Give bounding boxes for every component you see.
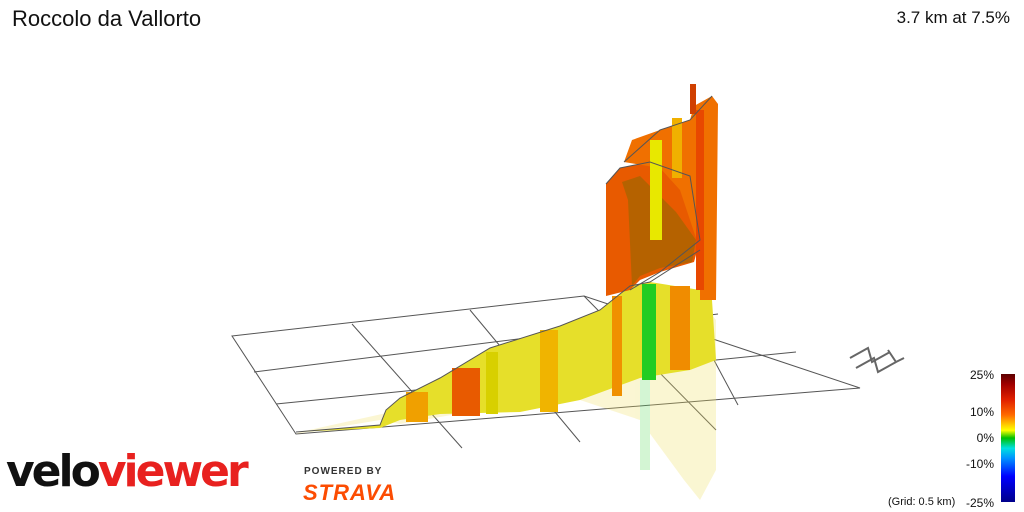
- flat-section: [642, 284, 656, 380]
- profile-wall: [295, 84, 718, 433]
- logo-part-viewer: viewer: [97, 446, 249, 497]
- lower-wall: [296, 282, 716, 432]
- powered-by-label: POWERED BY: [304, 466, 383, 477]
- segment-stats: 3.7 km at 7.5%: [896, 8, 1010, 27]
- gradient-color-scale: [1001, 374, 1015, 502]
- top-wall: [624, 96, 718, 300]
- scale-label-0: 0%: [976, 431, 994, 445]
- grid-outline: [231, 295, 861, 435]
- grid-scale-note: (Grid: 0.5 km): [888, 496, 956, 508]
- segment-title: Roccolo da Vallorto: [12, 6, 202, 31]
- scale-label-25: 25%: [969, 368, 994, 382]
- north-arrow-icon: [849, 346, 905, 374]
- scale-label-neg10: -10%: [965, 457, 994, 471]
- scale-label-10: 10%: [969, 405, 994, 419]
- scale-label-neg25: -25%: [965, 496, 994, 510]
- grid-line: [351, 323, 463, 449]
- strava-logo[interactable]: STRAVA: [303, 480, 397, 505]
- veloviewer-logo[interactable]: veloviewer: [6, 446, 249, 497]
- logo-part-velo: velo: [6, 446, 101, 497]
